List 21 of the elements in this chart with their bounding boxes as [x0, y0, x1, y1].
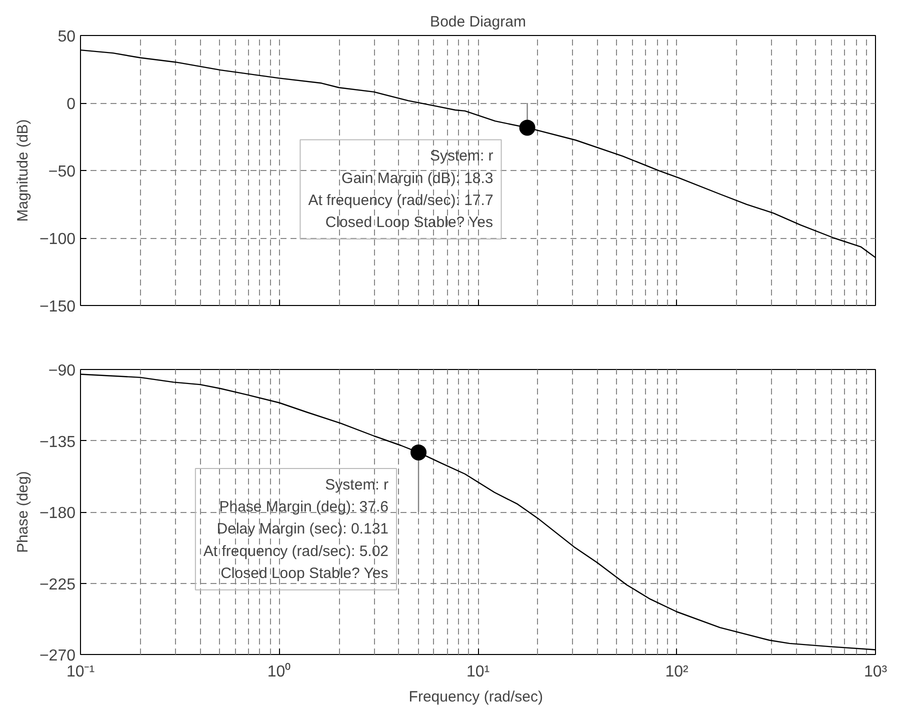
- y-tick-label: −50: [48, 164, 76, 180]
- x-tick-label: 10³: [864, 664, 888, 680]
- x-tick-label: 10⁻¹: [66, 664, 95, 680]
- annotation: System: r Phase Margin (deg): 37.6 Delay Margin (sec): 0.131 At frequency (rad/sec): 5.02 Closed Loop Stable? Yes: [203, 476, 389, 582]
- y-tick-label: −135: [39, 434, 76, 451]
- annotation: System: r Gain Margin (dB): 18.3 At frequency (rad/sec): 17.7 Closed Loop Stable? Yes: [308, 148, 494, 232]
- y-axis-title: Magnitude (dB): [14, 119, 32, 222]
- y-tick-label: −90: [48, 362, 76, 380]
- x-tick-label: 10²: [665, 664, 689, 680]
- y-axis-title: Phase (deg): [14, 471, 32, 553]
- y-tick-label: −100: [39, 231, 76, 248]
- y-tick-label: −150: [39, 298, 76, 316]
- y-tick-label: −180: [39, 505, 76, 522]
- x-axis-title: Frequency (rad/sec): [408, 688, 544, 706]
- y-tick-label: −270: [39, 648, 76, 664]
- x-tick-label: 10¹: [466, 664, 490, 680]
- chart-title: Bode Diagram: [430, 14, 526, 30]
- x-tick-label: 10⁰: [267, 662, 292, 680]
- y-tick-label: 0: [66, 96, 76, 113]
- y-tick-label: 50: [58, 28, 76, 46]
- y-tick-label: −225: [39, 576, 76, 594]
